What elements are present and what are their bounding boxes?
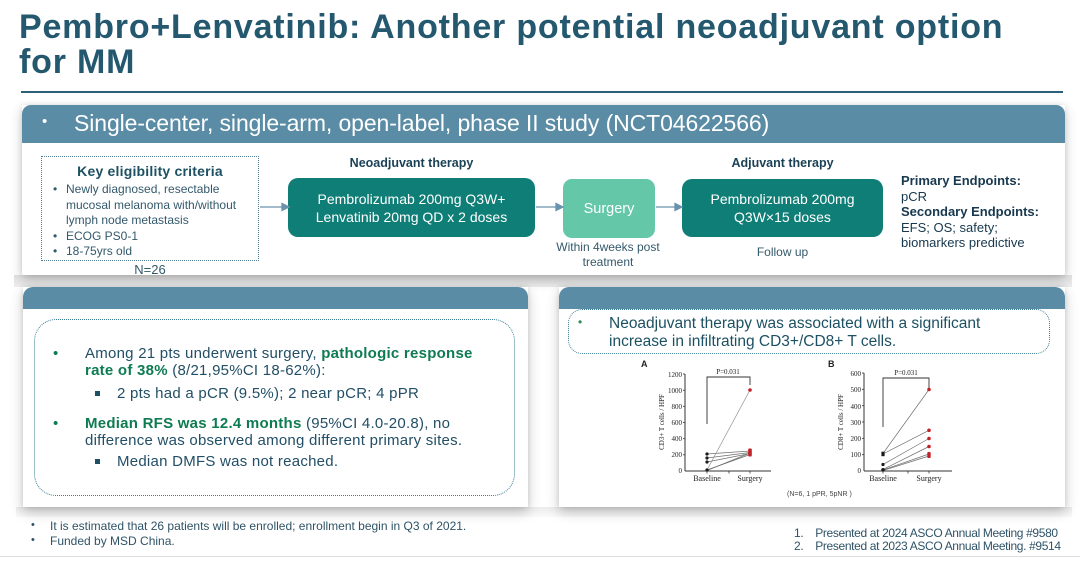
svg-text:600: 600 [851,370,862,378]
svg-text:Surgery: Surgery [737,474,762,483]
svg-text:B: B [828,359,835,369]
svg-text:200: 200 [672,451,683,459]
svg-text:Baseline: Baseline [693,474,721,483]
svg-text:600: 600 [672,419,683,427]
svg-text:0: 0 [858,467,862,475]
svg-text:CD3+ T cells / HPF: CD3+ T cells / HPF [658,394,666,450]
svg-text:A: A [641,359,648,369]
svg-text:P=0.031: P=0.031 [716,368,740,376]
svg-text:100: 100 [851,451,862,459]
svg-text:400: 400 [672,435,683,443]
svg-text:800: 800 [672,403,683,411]
svg-text:500: 500 [851,386,862,394]
svg-text:400: 400 [851,403,862,411]
svg-text:1200: 1200 [668,371,683,379]
svg-text:(N=6, 1 pPR, 5pNR ): (N=6, 1 pPR, 5pNR ) [787,491,852,498]
svg-text:200: 200 [851,435,862,443]
svg-text:Baseline: Baseline [869,474,897,483]
svg-text:300: 300 [851,419,862,427]
svg-text:0: 0 [679,467,683,475]
svg-text:1000: 1000 [668,387,683,395]
svg-text:P=0.031: P=0.031 [894,369,918,377]
svg-text:Surgery: Surgery [916,474,941,483]
svg-text:CD8+ T cells / HPF: CD8+ T cells / HPF [837,394,845,450]
